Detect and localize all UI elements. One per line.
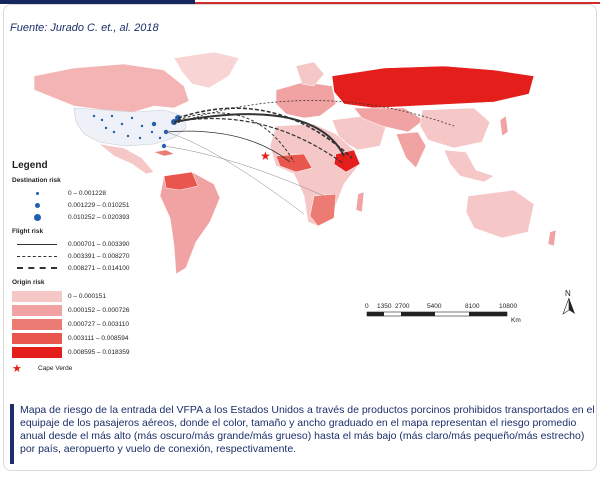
cape-verde-legend-row: ★ Cape Verde bbox=[12, 362, 73, 375]
figure-caption: Mapa de riesgo de la entrada del VFPA a … bbox=[10, 404, 595, 464]
scandinavia bbox=[295, 61, 325, 87]
north-america-north bbox=[33, 63, 190, 113]
caption-text: Mapa de riesgo de la entrada del VFPA a … bbox=[20, 404, 595, 455]
map-legend: Legend Destination risk 0 – 0.001228 0.0… bbox=[12, 160, 172, 375]
destination-risk-row: 0 – 0.001228 bbox=[12, 187, 172, 199]
scale-tick: 1350 bbox=[377, 303, 392, 310]
legend-title: Legend bbox=[12, 160, 48, 171]
australia bbox=[465, 189, 535, 239]
flight-paths bbox=[163, 100, 455, 215]
scale-bar: 0 1350 2700 5400 8100 10800 Km bbox=[363, 300, 533, 330]
scale-unit: Km bbox=[511, 317, 521, 324]
mexico-central-america bbox=[97, 143, 155, 175]
japan bbox=[499, 115, 509, 137]
europe bbox=[275, 81, 337, 119]
south-america bbox=[159, 171, 221, 275]
ethiopia bbox=[333, 149, 361, 173]
origin-swatch bbox=[12, 346, 62, 358]
destination-risk-row: 0.010252 – 0.020393 bbox=[12, 211, 172, 223]
world-risk-map: ★ bbox=[33, 51, 557, 275]
southeast-asia bbox=[443, 149, 495, 183]
origin-risk-row: 0.000152 – 0.000726 bbox=[12, 303, 172, 317]
southern-africa bbox=[309, 193, 337, 227]
scale-tick: 5400 bbox=[427, 303, 442, 310]
star-icon: ★ bbox=[12, 362, 22, 375]
origin-swatch bbox=[12, 332, 62, 344]
origin-risk-row: 0.003111 – 0.008594 bbox=[12, 331, 172, 345]
origin-swatch bbox=[12, 318, 62, 330]
united-states bbox=[73, 107, 187, 147]
origin-risk-row: 0 – 0.000151 bbox=[12, 289, 172, 303]
flight-risk-title: Flight risk bbox=[12, 228, 44, 235]
origin-risk-title: Origin risk bbox=[12, 279, 45, 286]
source-citation: Fuente: Jurado C. et., al. 2018 bbox=[10, 22, 159, 34]
origin-risk-row: 0.000727 – 0.003110 bbox=[12, 317, 172, 331]
content-frame bbox=[3, 4, 597, 471]
flight-risk-row: 0.008271 – 0.014100 bbox=[12, 262, 172, 274]
china bbox=[419, 107, 491, 149]
north-label: N bbox=[565, 289, 571, 298]
scale-tick: 0 bbox=[365, 303, 369, 310]
cape-verde-marker: ★ bbox=[260, 149, 271, 163]
new-zealand bbox=[547, 229, 557, 247]
north-arrow: N bbox=[558, 288, 580, 316]
origin-swatch bbox=[12, 290, 62, 302]
south-america-north bbox=[163, 171, 199, 191]
scale-tick: 10800 bbox=[499, 303, 517, 310]
header-bar-navy bbox=[0, 0, 195, 4]
caribbean bbox=[153, 149, 175, 157]
greenland bbox=[173, 51, 240, 89]
scale-tick: 2700 bbox=[395, 303, 410, 310]
madagascar bbox=[355, 191, 365, 213]
flight-risk-row: 0.003391 – 0.008270 bbox=[12, 250, 172, 262]
destination-risk-row: 0.001229 – 0.010251 bbox=[12, 199, 172, 211]
destination-risk-title: Destination risk bbox=[12, 177, 61, 184]
central-asia bbox=[353, 107, 425, 133]
header-bar-red bbox=[195, 2, 600, 4]
india bbox=[395, 131, 427, 169]
flight-risk-row: 0.000701 – 0.003390 bbox=[12, 238, 172, 250]
scale-tick: 8100 bbox=[465, 303, 480, 310]
russia bbox=[331, 65, 535, 109]
origin-risk-row: 0.008595 – 0.018359 bbox=[12, 345, 172, 359]
origin-swatch bbox=[12, 304, 62, 316]
